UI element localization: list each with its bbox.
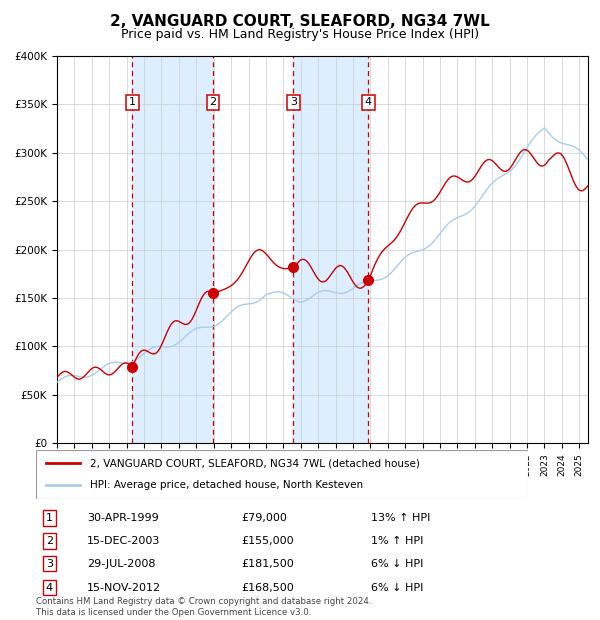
Text: HPI: Average price, detached house, North Kesteven: HPI: Average price, detached house, Nort… bbox=[90, 480, 363, 490]
Text: 29-JUL-2008: 29-JUL-2008 bbox=[88, 559, 156, 569]
Text: 15-NOV-2012: 15-NOV-2012 bbox=[88, 583, 161, 593]
Text: 15-DEC-2003: 15-DEC-2003 bbox=[88, 536, 161, 546]
Text: 4: 4 bbox=[46, 583, 53, 593]
Text: 6% ↓ HPI: 6% ↓ HPI bbox=[371, 583, 423, 593]
Text: £181,500: £181,500 bbox=[241, 559, 294, 569]
FancyBboxPatch shape bbox=[36, 450, 528, 499]
Text: 1: 1 bbox=[129, 97, 136, 107]
Text: 1: 1 bbox=[46, 513, 53, 523]
Text: 2, VANGUARD COURT, SLEAFORD, NG34 7WL (detached house): 2, VANGUARD COURT, SLEAFORD, NG34 7WL (d… bbox=[90, 458, 420, 468]
Text: 4: 4 bbox=[365, 97, 372, 107]
Text: Contains HM Land Registry data © Crown copyright and database right 2024.
This d: Contains HM Land Registry data © Crown c… bbox=[36, 598, 371, 617]
Text: 13% ↑ HPI: 13% ↑ HPI bbox=[371, 513, 430, 523]
Text: 30-APR-1999: 30-APR-1999 bbox=[88, 513, 159, 523]
Text: Price paid vs. HM Land Registry's House Price Index (HPI): Price paid vs. HM Land Registry's House … bbox=[121, 28, 479, 41]
Text: 2: 2 bbox=[209, 97, 217, 107]
Bar bbox=[293, 56, 368, 443]
Text: 2, VANGUARD COURT, SLEAFORD, NG34 7WL: 2, VANGUARD COURT, SLEAFORD, NG34 7WL bbox=[110, 14, 490, 29]
Text: 3: 3 bbox=[46, 559, 53, 569]
Text: £168,500: £168,500 bbox=[241, 583, 294, 593]
Bar bbox=[133, 56, 213, 443]
Text: 1% ↑ HPI: 1% ↑ HPI bbox=[371, 536, 423, 546]
Text: 2: 2 bbox=[46, 536, 53, 546]
Text: 6% ↓ HPI: 6% ↓ HPI bbox=[371, 559, 423, 569]
Text: 3: 3 bbox=[290, 97, 297, 107]
Text: £155,000: £155,000 bbox=[241, 536, 294, 546]
Text: £79,000: £79,000 bbox=[241, 513, 287, 523]
